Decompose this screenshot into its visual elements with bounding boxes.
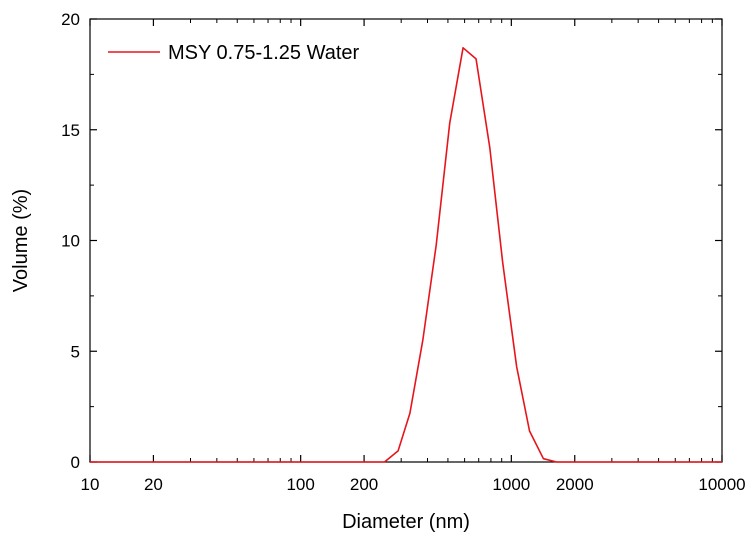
x-tick-label: 10	[81, 475, 100, 494]
x-tick-label: 20	[144, 475, 163, 494]
y-tick-label: 5	[71, 342, 80, 361]
x-tick-label: 100	[286, 475, 314, 494]
x-tick-label: 2000	[556, 475, 594, 494]
y-tick-label: 20	[61, 10, 80, 29]
x-axis-title: Diameter (nm)	[342, 511, 470, 533]
y-tick-label: 15	[61, 121, 80, 140]
plot-frame	[89, 18, 723, 463]
x-tick-label: 10000	[698, 475, 745, 494]
plot-border	[89, 18, 723, 463]
tick-labels: 10 20 100 200 1000 2000 10000 0 5 10 15 20	[61, 10, 746, 494]
series-layer	[90, 46, 722, 463]
x-tick-label: 200	[350, 475, 378, 494]
legend: MSY 0.75-1.25 Water	[108, 42, 360, 64]
y-tick-label: 0	[71, 453, 80, 472]
y-tick-label: 10	[61, 232, 80, 251]
series-line	[90, 46, 722, 463]
legend-label: MSY 0.75-1.25 Water	[168, 42, 360, 64]
y-axis-title: Volume (%)	[10, 189, 32, 292]
x-tick-label: 1000	[492, 475, 530, 494]
axis-ticks	[89, 18, 723, 463]
